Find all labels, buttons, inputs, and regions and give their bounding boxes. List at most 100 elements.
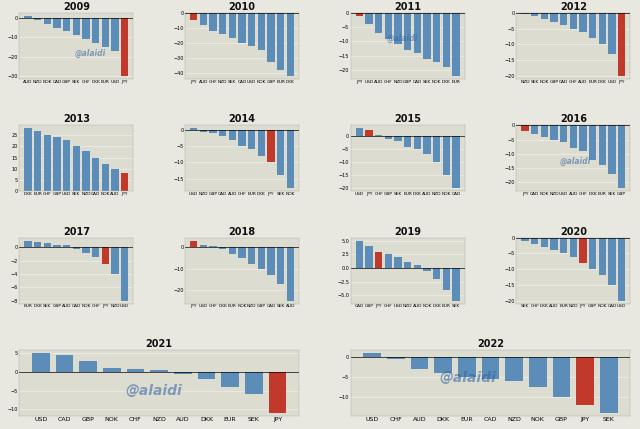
Bar [570,238,577,257]
Bar [83,18,90,39]
Bar [618,238,625,301]
Bar [111,248,118,274]
Bar [53,18,61,27]
Bar [83,248,90,253]
Bar [248,130,255,149]
Title: 2010: 2010 [228,2,255,12]
Bar [522,13,529,15]
Bar [121,18,128,76]
Text: @alaidi: @alaidi [125,384,182,398]
Text: @alaidi: @alaidi [440,371,497,385]
Bar [150,370,168,372]
Bar [433,268,440,279]
Bar [121,173,128,191]
Bar [375,13,382,33]
Bar [579,13,587,32]
Bar [481,357,499,379]
Bar [413,136,421,149]
Title: 2022: 2022 [477,339,504,349]
Bar [24,128,31,191]
Bar [24,16,31,18]
Bar [387,357,404,359]
Bar [522,238,529,241]
Bar [423,13,431,59]
Bar [219,13,227,34]
Bar [356,241,363,268]
Bar [570,125,577,148]
Bar [102,18,109,47]
Title: 2014: 2014 [228,115,255,124]
Bar [413,265,421,268]
Bar [287,247,294,301]
Bar [219,130,227,136]
Bar [200,245,207,247]
Bar [219,247,227,249]
Bar [238,13,246,43]
Bar [550,238,557,250]
Bar [111,169,118,191]
Bar [34,242,42,248]
Bar [589,13,596,38]
Bar [44,243,51,248]
Bar [365,13,372,24]
Bar [434,357,452,373]
Bar [209,246,216,247]
Bar [458,357,476,377]
Bar [570,13,577,29]
Bar [541,238,548,247]
Bar [364,353,381,357]
Bar [228,130,236,139]
Bar [92,248,99,257]
Bar [589,238,596,269]
Bar [73,146,80,191]
Bar [560,13,567,25]
Title: 2017: 2017 [63,227,90,237]
Title: 2021: 2021 [146,339,173,349]
Bar [63,18,70,31]
Bar [221,372,239,387]
Bar [365,246,372,268]
Bar [576,357,594,405]
Title: 2011: 2011 [394,2,421,12]
Bar [411,357,428,369]
Bar [174,372,192,374]
Title: 2009: 2009 [63,2,90,12]
Bar [394,13,401,44]
Text: @alaidi: @alaidi [74,49,106,58]
Bar [560,125,567,142]
Title: 2013: 2013 [63,115,90,124]
Bar [209,130,216,133]
Bar [102,248,109,264]
Bar [452,13,460,76]
Bar [579,238,587,263]
Bar [79,360,97,372]
Bar [277,247,284,284]
Bar [238,130,246,146]
Bar [600,357,618,413]
Bar [413,13,421,53]
Bar [423,136,431,154]
Bar [73,248,80,249]
Bar [404,136,412,147]
Bar [53,137,61,191]
Bar [44,18,51,24]
Bar [541,125,548,137]
Title: 2016: 2016 [560,115,587,124]
Bar [529,357,547,387]
Bar [589,125,596,160]
Bar [375,135,382,136]
Title: 2012: 2012 [560,2,587,12]
Bar [269,372,286,413]
Bar [385,13,392,39]
Bar [404,263,412,268]
Bar [356,13,363,16]
Text: @alaidi: @alaidi [560,157,591,166]
Bar [83,151,90,191]
Bar [245,372,262,394]
Bar [200,13,207,25]
Bar [522,125,529,131]
Bar [127,369,145,372]
Bar [598,125,606,165]
Bar [550,13,557,22]
Bar [56,355,74,372]
